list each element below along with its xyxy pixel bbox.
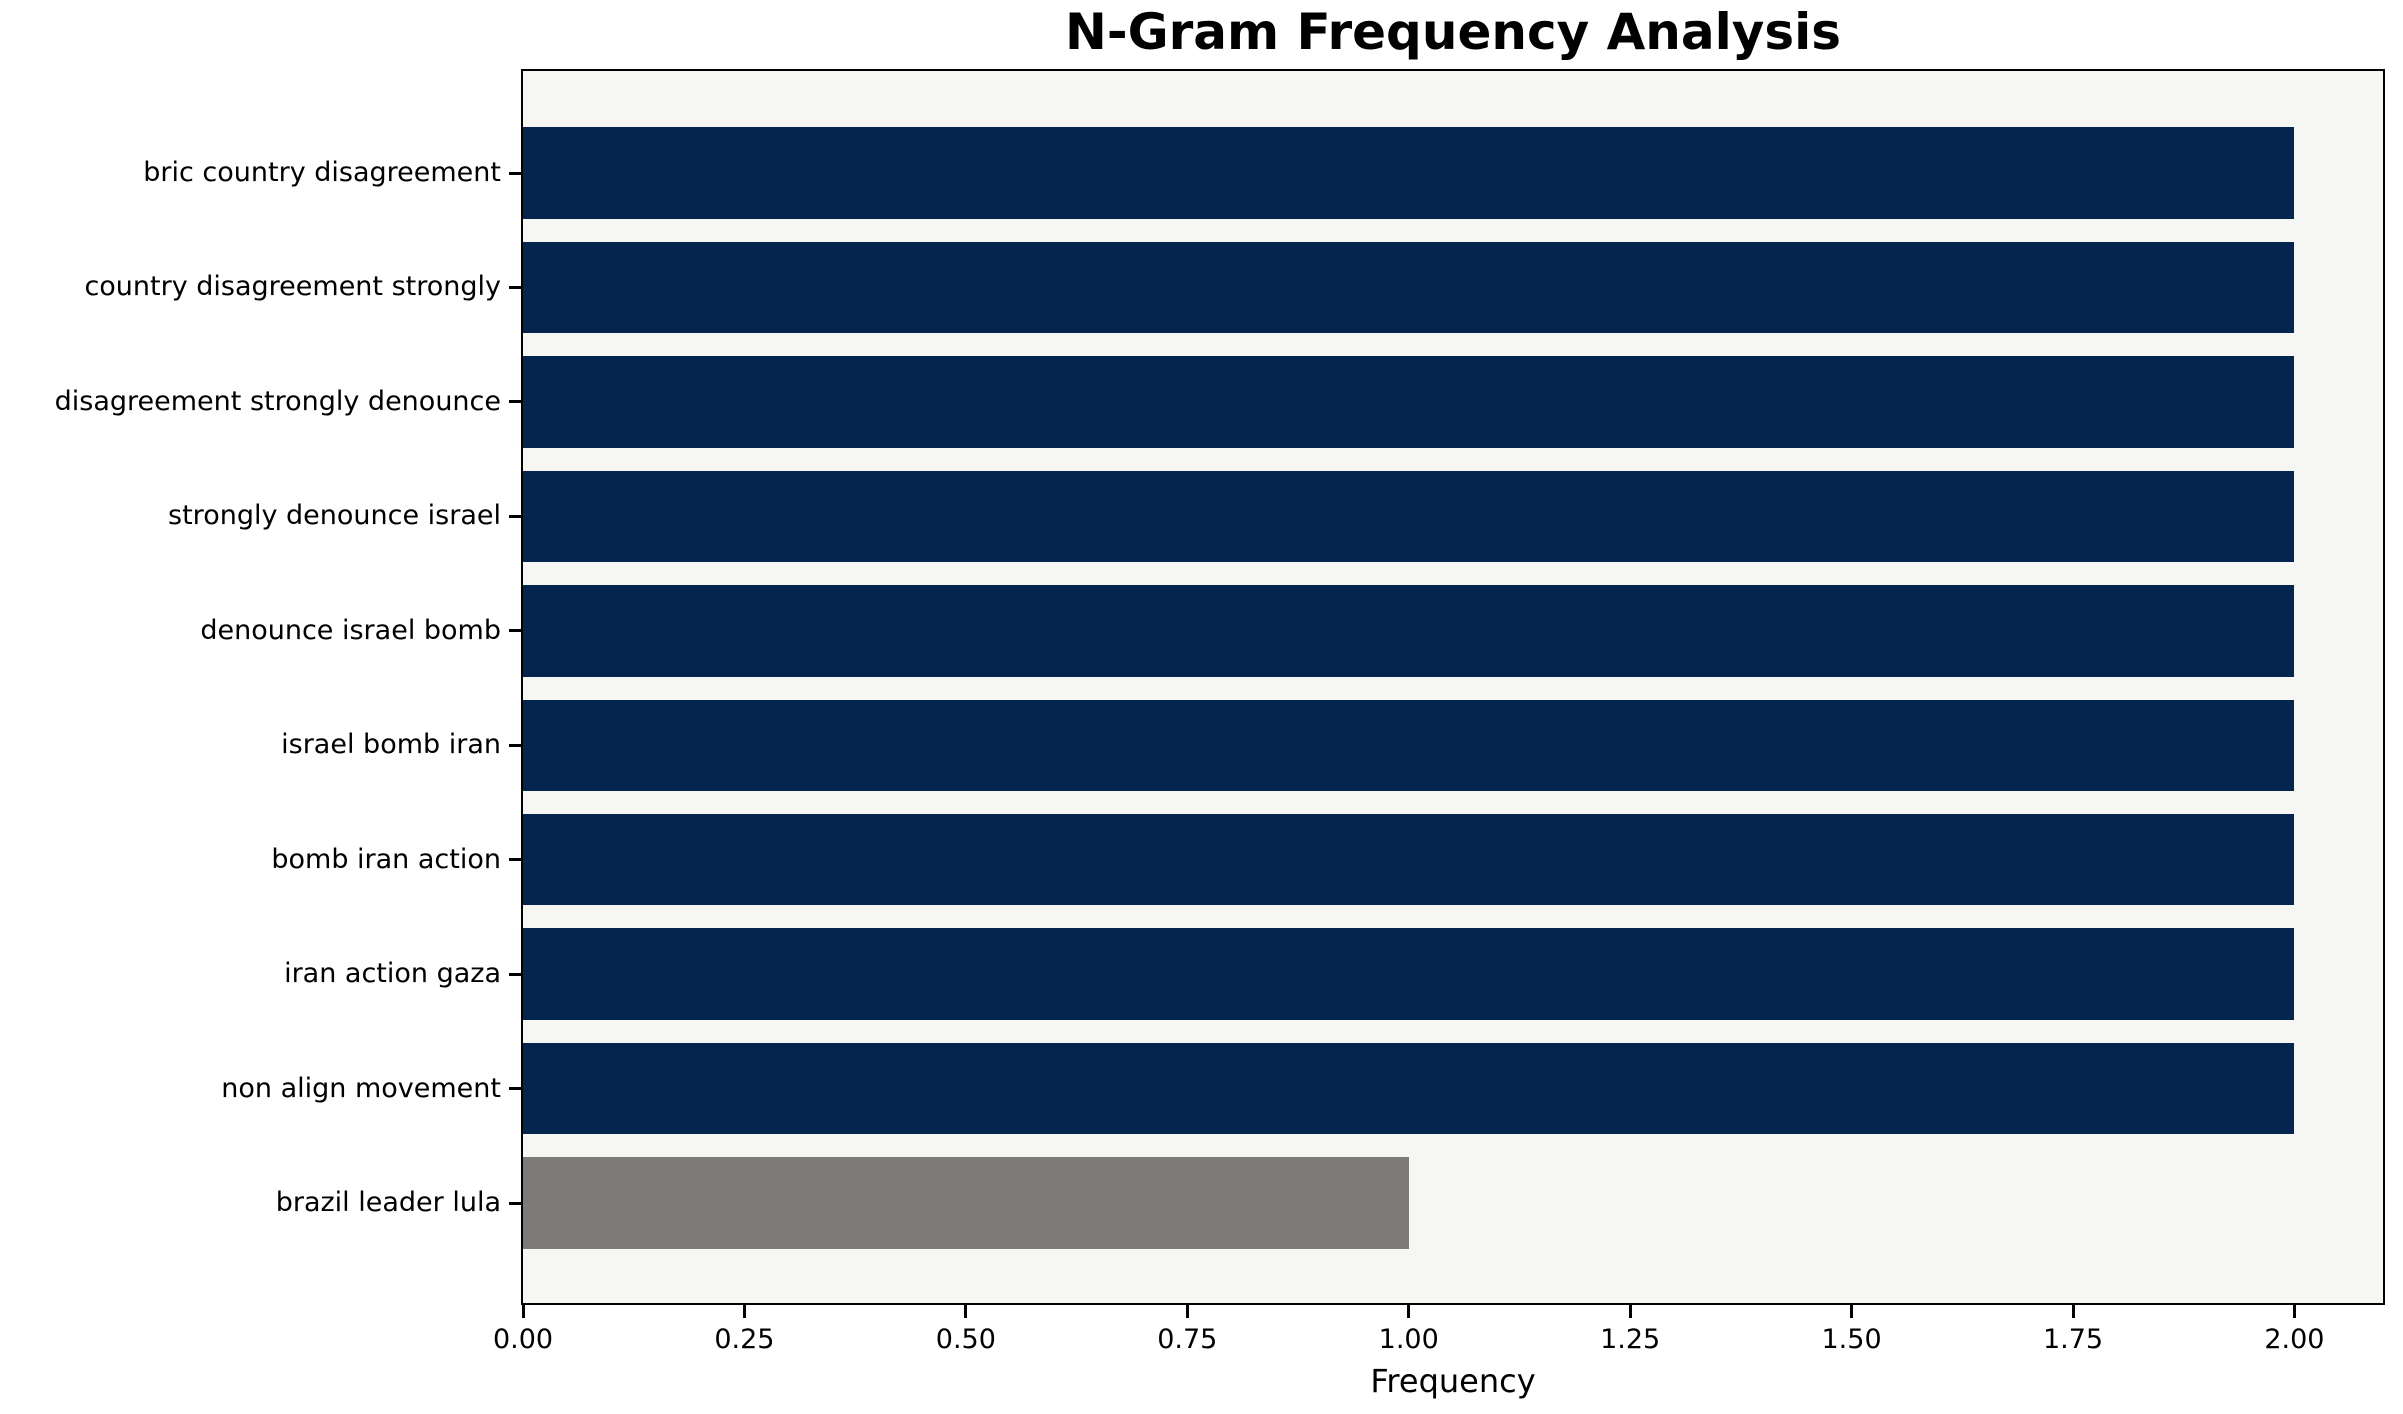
y-tick-label: brazil leader lula [275, 1187, 501, 1219]
y-tick-mark [509, 514, 521, 518]
bar-denounce-israel-bomb [523, 585, 2295, 677]
y-tick-label: country disagreement strongly [84, 271, 501, 303]
bar-bomb-iran-action [523, 813, 2295, 906]
y-tick-label: bomb iran action [271, 843, 501, 875]
y-tick-mark [509, 743, 521, 747]
bar-israel-bomb-iran [523, 699, 2295, 791]
x-tick-mark [1850, 1305, 1854, 1318]
bar-bric-country-disagreement [523, 127, 2295, 219]
y-tick-mark [509, 1087, 521, 1091]
y-tick-mark [509, 1201, 521, 1205]
bar-brazil-leader-lula [523, 1157, 1409, 1249]
bar-strongly-denounce-israel [523, 470, 2295, 563]
x-tick-label: 0.25 [714, 1324, 775, 1355]
x-tick-label: 0.00 [492, 1324, 554, 1355]
y-tick-mark [509, 285, 521, 289]
x-tick-mark [1407, 1305, 1411, 1318]
x-tick-mark [2071, 1305, 2075, 1318]
chart-title: N-Gram Frequency Analysis [1064, 3, 1842, 61]
x-tick-label: 1.00 [1378, 1324, 1439, 1355]
y-tick-label: strongly denounce israel [168, 500, 501, 532]
bar-iran-action-gaza [523, 928, 2295, 1020]
x-tick-label: 2.00 [2264, 1324, 2325, 1355]
y-tick-label: iran action gaza [284, 958, 501, 990]
bar-disagreement-strongly-denounce [523, 356, 2295, 448]
y-tick-label: non align movement [221, 1072, 501, 1104]
y-tick-label: bric country disagreement [143, 157, 501, 188]
x-axis-title: Frequency [1370, 1362, 1536, 1400]
bar-country-disagreement-strongly [523, 241, 2295, 334]
x-tick-mark [521, 1305, 525, 1318]
x-tick-label: 0.75 [1157, 1324, 1218, 1355]
x-tick-label: 1.25 [1600, 1324, 1661, 1355]
bar-non-align-movement [523, 1042, 2295, 1135]
x-tick-mark [1185, 1305, 1189, 1318]
y-tick-mark [509, 171, 521, 175]
x-tick-label: 0.50 [935, 1324, 996, 1355]
y-tick-label: disagreement strongly denounce [54, 385, 501, 417]
x-tick-mark [1628, 1305, 1632, 1318]
y-tick-mark [509, 972, 521, 976]
x-tick-mark [2292, 1305, 2296, 1318]
plot-area [521, 69, 2385, 1305]
y-tick-mark [509, 400, 521, 404]
x-tick-mark [742, 1305, 746, 1318]
y-tick-mark [509, 629, 521, 633]
x-tick-mark [964, 1305, 968, 1318]
y-tick-mark [509, 858, 521, 862]
x-tick-label: 1.75 [2042, 1324, 2104, 1355]
x-tick-label: 1.50 [1821, 1324, 1882, 1355]
y-tick-label: israel bomb iran [281, 729, 501, 761]
y-tick-label: denounce israel bomb [200, 614, 501, 646]
